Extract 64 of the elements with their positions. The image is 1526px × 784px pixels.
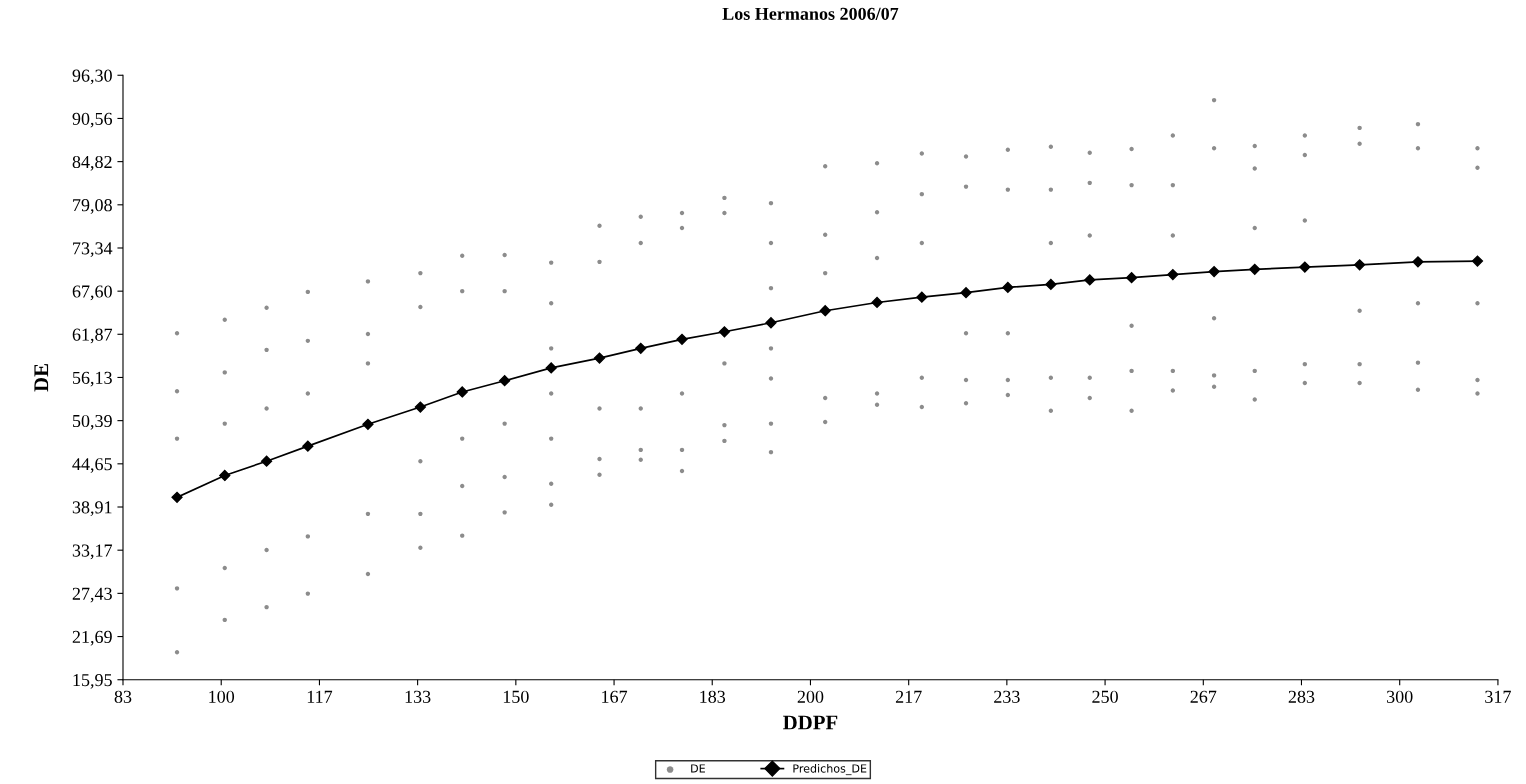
- x-tick-label: 83: [114, 690, 132, 703]
- x-tick-label: 167: [602, 690, 628, 703]
- y-tick-label: 73,34: [73, 242, 113, 258]
- point: [593, 352, 606, 364]
- point: [456, 386, 468, 398]
- chart-title: Los Hermanos 2006/07: [722, 7, 899, 20]
- point: [219, 469, 231, 482]
- x-tick-label: 133: [405, 690, 431, 703]
- legend-label: Predichos_DE: [793, 764, 867, 776]
- x-tick-label: 217: [895, 690, 922, 703]
- point: [871, 296, 883, 309]
- y-tick-label: 84,82: [72, 155, 112, 171]
- point: [1412, 256, 1424, 268]
- point: [960, 287, 972, 299]
- x-tick-label: 150: [503, 690, 529, 703]
- point: [414, 401, 426, 413]
- x-axis-title: DDPF: [783, 715, 838, 730]
- point: [499, 375, 511, 387]
- x-tick-label: 233: [994, 690, 1020, 703]
- x-tick-label: 117: [307, 690, 333, 703]
- y-tick-label: 96,30: [72, 69, 112, 85]
- y-tick-label: 79,08: [73, 199, 112, 214]
- point: [171, 491, 183, 503]
- y-tick-label: 67,60: [72, 285, 112, 301]
- y-tick-label: 50,39: [73, 414, 112, 430]
- y-tick-label: 90,56: [72, 112, 113, 128]
- y-tick-label: 38,91: [72, 501, 112, 517]
- y-tick-label: 21,69: [72, 630, 112, 646]
- point: [260, 455, 273, 467]
- x-tick-label: 317: [1485, 690, 1511, 703]
- point: [765, 317, 777, 329]
- point: [302, 440, 314, 452]
- point: [718, 326, 731, 338]
- point: [676, 333, 688, 345]
- point: [1167, 269, 1179, 281]
- point: [545, 362, 557, 374]
- y-tick-label: 15,95: [73, 674, 112, 689]
- point: [1354, 259, 1366, 271]
- x-tick-label: 100: [209, 690, 235, 703]
- y-tick-label: 61,87: [72, 328, 113, 344]
- point: [1249, 263, 1261, 275]
- y-axis-title: DE: [34, 364, 49, 392]
- x-tick-label: 200: [797, 690, 824, 703]
- point: [1471, 255, 1484, 267]
- x-tick-label: 183: [700, 690, 726, 703]
- x-tick-label: 267: [1190, 690, 1217, 703]
- y-tick-label: 27,43: [72, 587, 112, 603]
- y-tick-label: 44,65: [72, 458, 112, 473]
- point: [1084, 274, 1096, 286]
- point: [916, 291, 928, 303]
- point: [1125, 272, 1138, 284]
- x-tick-label: 250: [1092, 690, 1118, 703]
- point: [1045, 278, 1057, 291]
- legend-label: DE: [691, 764, 705, 773]
- y-tick-label: 33,17: [72, 544, 113, 560]
- y-tick-label: 56,13: [73, 371, 112, 387]
- x-tick-label: 283: [1288, 690, 1315, 703]
- point: [362, 418, 374, 430]
- point: [1002, 281, 1014, 294]
- point: [1299, 261, 1311, 273]
- x-tick-label: 300: [1387, 690, 1413, 703]
- point: [635, 342, 647, 354]
- point: [819, 305, 831, 317]
- point: [1208, 266, 1220, 278]
